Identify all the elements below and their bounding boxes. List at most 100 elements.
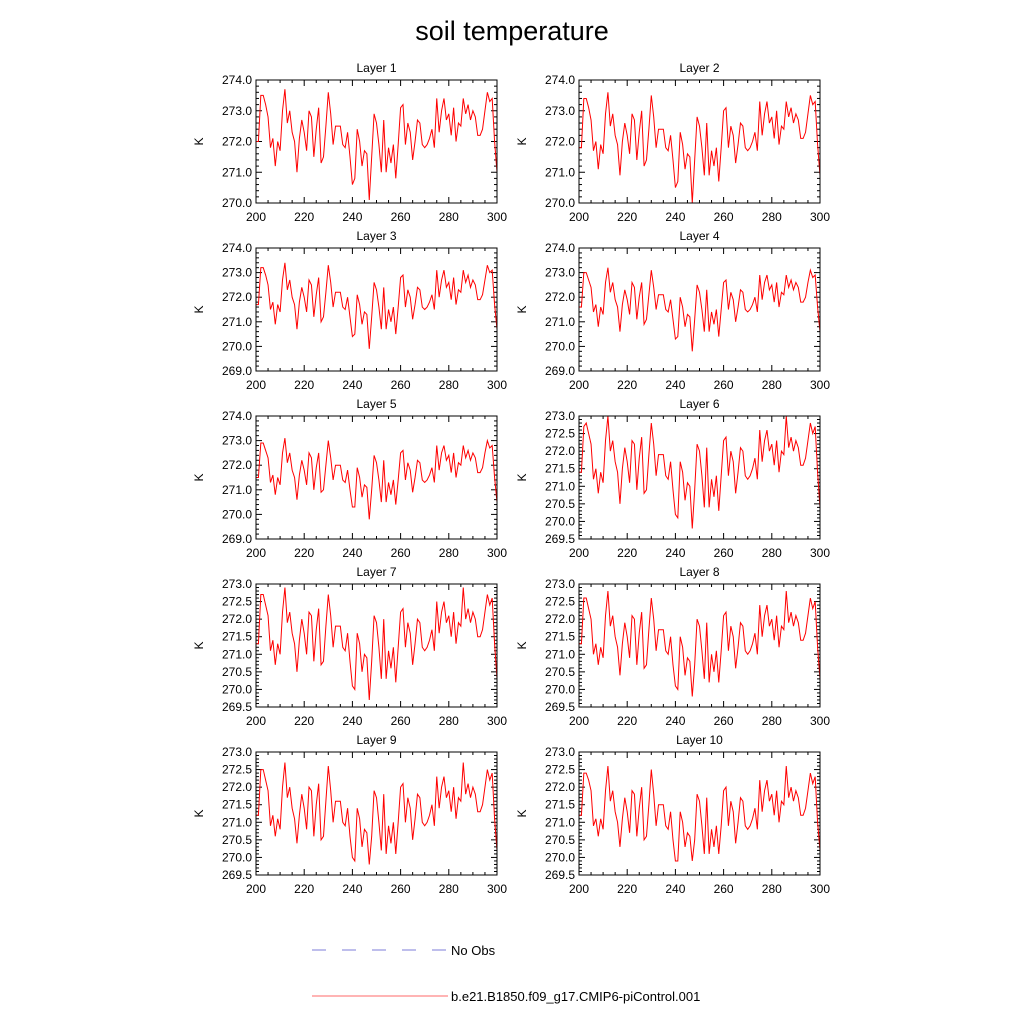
y-tick-label: 272.5 xyxy=(222,763,252,777)
plot-frame xyxy=(578,583,821,708)
x-tick-label: 260 xyxy=(391,210,411,224)
x-tick-label: 200 xyxy=(569,210,589,224)
y-tick-label: 272.0 xyxy=(222,290,252,304)
x-tick-label: 200 xyxy=(246,714,266,728)
panel-title: Layer 7 xyxy=(356,565,396,579)
y-tick-label: 271.0 xyxy=(222,647,252,661)
y-tick-label: 272.0 xyxy=(222,612,252,626)
x-tick-label: 240 xyxy=(665,210,685,224)
x-tick-label: 220 xyxy=(617,882,637,896)
x-tick-label: 260 xyxy=(391,714,411,728)
x-tick-label: 280 xyxy=(762,378,782,392)
y-tick-label: 271.5 xyxy=(545,798,575,812)
x-tick-label: 300 xyxy=(810,714,830,728)
y-tick-label: 270.0 xyxy=(222,850,252,864)
y-tick-label: 270.5 xyxy=(545,497,575,511)
plot-frame xyxy=(255,751,498,876)
panel-title: Layer 3 xyxy=(356,229,396,243)
x-tick-label: 220 xyxy=(617,714,637,728)
y-tick-label: 271.0 xyxy=(545,165,575,179)
plot-frame xyxy=(578,415,821,540)
y-tick-label: 271.0 xyxy=(545,647,575,661)
x-tick-label: 220 xyxy=(294,378,314,392)
series-line-model xyxy=(256,262,498,349)
legend-no-obs-label: No Obs xyxy=(451,943,496,958)
x-tick-label: 260 xyxy=(391,546,411,560)
x-tick-label: 280 xyxy=(439,210,459,224)
series-line-model xyxy=(579,766,821,862)
y-tick-label: 272.5 xyxy=(545,763,575,777)
x-tick-label: 200 xyxy=(246,546,266,560)
legend: No Obs b.e21.B1850.f09_g17.CMIP6-piContr… xyxy=(312,943,700,1004)
panel-8: Layer 8 K 200 220 240 260 280 300 269.5 270.0 270.… xyxy=(515,565,830,728)
panel-title: Layer 10 xyxy=(676,733,723,747)
x-tick-label: 300 xyxy=(487,210,507,224)
series-line-model xyxy=(579,590,821,697)
y-tick-label: 274.0 xyxy=(222,73,252,87)
y-tick-label: 271.0 xyxy=(222,165,252,179)
x-tick-label: 300 xyxy=(810,210,830,224)
y-tick-label: 269.5 xyxy=(545,532,575,546)
y-tick-label: 270.0 xyxy=(222,682,252,696)
panels: Layer 1 K 200 220 240 260 280 300 270.0 271.0 272.… xyxy=(192,61,830,896)
y-tick-label: 271.5 xyxy=(545,630,575,644)
y-tick-label: 273.0 xyxy=(545,745,575,759)
y-tick-label: 270.0 xyxy=(545,339,575,353)
x-tick-label: 260 xyxy=(714,210,734,224)
y-tick-label: 271.0 xyxy=(222,315,252,329)
x-tick-label: 220 xyxy=(617,210,637,224)
x-tick-label: 240 xyxy=(342,210,362,224)
y-tick-label: 271.0 xyxy=(222,815,252,829)
y-tick-label: 273.0 xyxy=(222,434,252,448)
panel-6: Layer 6 K 200 220 240 260 280 300 269.5 270.0 270.… xyxy=(515,397,830,560)
y-tick-label: 271.5 xyxy=(222,798,252,812)
x-tick-label: 260 xyxy=(714,378,734,392)
panel-title: Layer 4 xyxy=(679,229,719,243)
y-tick-label: 270.0 xyxy=(222,196,252,210)
y-tick-label: 269.5 xyxy=(545,700,575,714)
y-tick-label: 271.5 xyxy=(222,630,252,644)
y-tick-label: 269.5 xyxy=(222,700,252,714)
y-tick-label: 269.0 xyxy=(222,532,252,546)
x-tick-label: 300 xyxy=(810,546,830,560)
panel-1: Layer 1 K 200 220 240 260 280 300 270.0 271.0 272.… xyxy=(192,61,507,224)
y-tick-label: 272.0 xyxy=(222,135,252,149)
y-tick-label: 274.0 xyxy=(222,241,252,255)
y-tick-label: 269.0 xyxy=(545,364,575,378)
y-tick-label: 271.0 xyxy=(545,479,575,493)
plot-frame xyxy=(255,79,498,204)
y-tick-label: 272.0 xyxy=(545,290,575,304)
plot-frame xyxy=(578,751,821,876)
y-tick-label: 274.0 xyxy=(545,241,575,255)
y-tick-label: 271.0 xyxy=(222,483,252,497)
y-tick-label: 270.5 xyxy=(545,833,575,847)
x-tick-label: 240 xyxy=(665,882,685,896)
x-tick-label: 300 xyxy=(487,378,507,392)
x-tick-label: 240 xyxy=(665,378,685,392)
panel-10: Layer 10 K 200 220 240 260 280 300 269.5 270.0 270… xyxy=(515,733,830,896)
plot-frame xyxy=(255,415,498,540)
x-tick-label: 220 xyxy=(294,546,314,560)
plot-frame xyxy=(578,79,821,204)
legend-model-label: b.e21.B1850.f09_g17.CMIP6-piControl.001 xyxy=(451,989,700,1004)
panel-4: Layer 4 K 200 220 240 260 280 300 269.0 270.0 271.… xyxy=(515,229,830,392)
y-tick-label: 272.0 xyxy=(545,135,575,149)
x-tick-label: 220 xyxy=(294,882,314,896)
panel-2: Layer 2 K 200 220 240 260 280 300 270.0 271.0 272.… xyxy=(515,61,830,224)
x-tick-label: 300 xyxy=(487,882,507,896)
y-tick-label: 273.0 xyxy=(222,266,252,280)
x-tick-label: 300 xyxy=(487,546,507,560)
y-tick-label: 269.5 xyxy=(222,868,252,882)
x-tick-label: 280 xyxy=(762,210,782,224)
x-tick-label: 280 xyxy=(762,882,782,896)
x-tick-label: 260 xyxy=(714,546,734,560)
panel-title: Layer 2 xyxy=(679,61,719,75)
y-axis-label: K xyxy=(515,137,529,145)
series-line-model xyxy=(579,267,821,352)
x-tick-label: 200 xyxy=(246,210,266,224)
x-tick-label: 200 xyxy=(569,378,589,392)
x-tick-label: 280 xyxy=(439,378,459,392)
y-tick-label: 272.5 xyxy=(545,427,575,441)
panel-5: Layer 5 K 200 220 240 260 280 300 269.0 270.0 271.… xyxy=(192,397,507,560)
